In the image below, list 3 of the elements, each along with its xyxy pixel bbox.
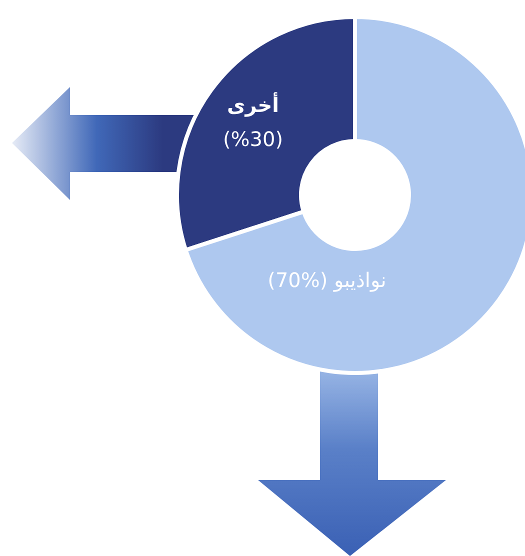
slice-label: أخرى	[226, 92, 280, 117]
slice-label: نواذيبو (%70)	[268, 268, 386, 292]
data-label: (%30)	[222, 127, 284, 151]
